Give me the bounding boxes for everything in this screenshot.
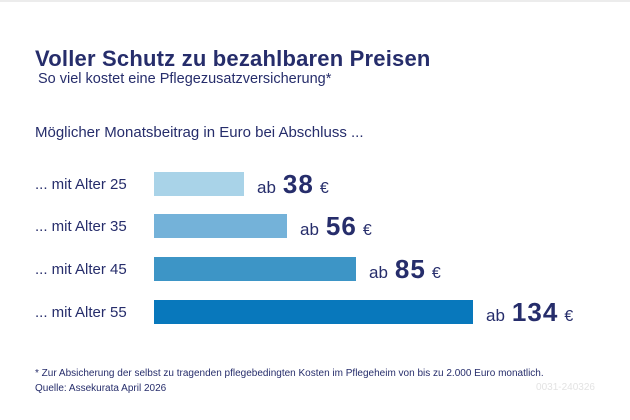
page-title: Voller Schutz zu bezahlbaren Preisen: [35, 45, 431, 71]
chart-row-age-25: ... mit Alter 25 ab 38 €: [35, 169, 630, 199]
value-label: ab 56 €: [300, 211, 372, 242]
footnote-text: * Zur Absicherung der selbst zu tragende…: [35, 368, 544, 379]
chart-row-age-35: ... mit Alter 35 ab 56 €: [35, 211, 630, 241]
euro-sign: €: [564, 307, 574, 325]
value-number: 134: [511, 296, 559, 327]
value-label: ab 38 €: [257, 169, 329, 200]
chart-row-age-55: ... mit Alter 55 ab 134 €: [35, 297, 630, 327]
category-label: ... mit Alter 35: [35, 217, 127, 235]
value-number: 56: [325, 210, 357, 241]
value-prefix: ab: [486, 305, 505, 325]
chart-axis-label: Möglicher Monatsbeitrag in Euro bei Absc…: [35, 124, 364, 141]
page-subtitle: So viel kostet eine Pflegezusatzversiche…: [38, 71, 332, 87]
chart-row-age-45: ... mit Alter 45 ab 85 €: [35, 254, 630, 284]
value-number: 38: [282, 168, 314, 199]
bar-age-55: [154, 300, 473, 324]
top-divider: [0, 0, 630, 2]
euro-sign: €: [319, 179, 329, 197]
bar-age-35: [154, 214, 287, 238]
source-text: Quelle: Assekurata April 2026: [35, 382, 167, 394]
category-label: ... mit Alter 45: [35, 260, 127, 278]
document-id: 0031-240326: [536, 382, 595, 393]
value-prefix: ab: [300, 219, 319, 239]
bar-age-25: [154, 172, 244, 196]
value-label: ab 85 €: [369, 254, 441, 285]
value-number: 85: [394, 253, 426, 284]
category-label: ... mit Alter 55: [35, 303, 127, 321]
euro-sign: €: [431, 264, 441, 282]
value-prefix: ab: [257, 177, 276, 197]
euro-sign: €: [362, 221, 372, 239]
footnote: * Zur Absicherung der selbst zu tragende…: [35, 367, 544, 396]
category-label: ... mit Alter 25: [35, 175, 127, 193]
bar-age-45: [154, 257, 356, 281]
value-label: ab 134 €: [486, 297, 573, 328]
value-prefix: ab: [369, 262, 388, 282]
